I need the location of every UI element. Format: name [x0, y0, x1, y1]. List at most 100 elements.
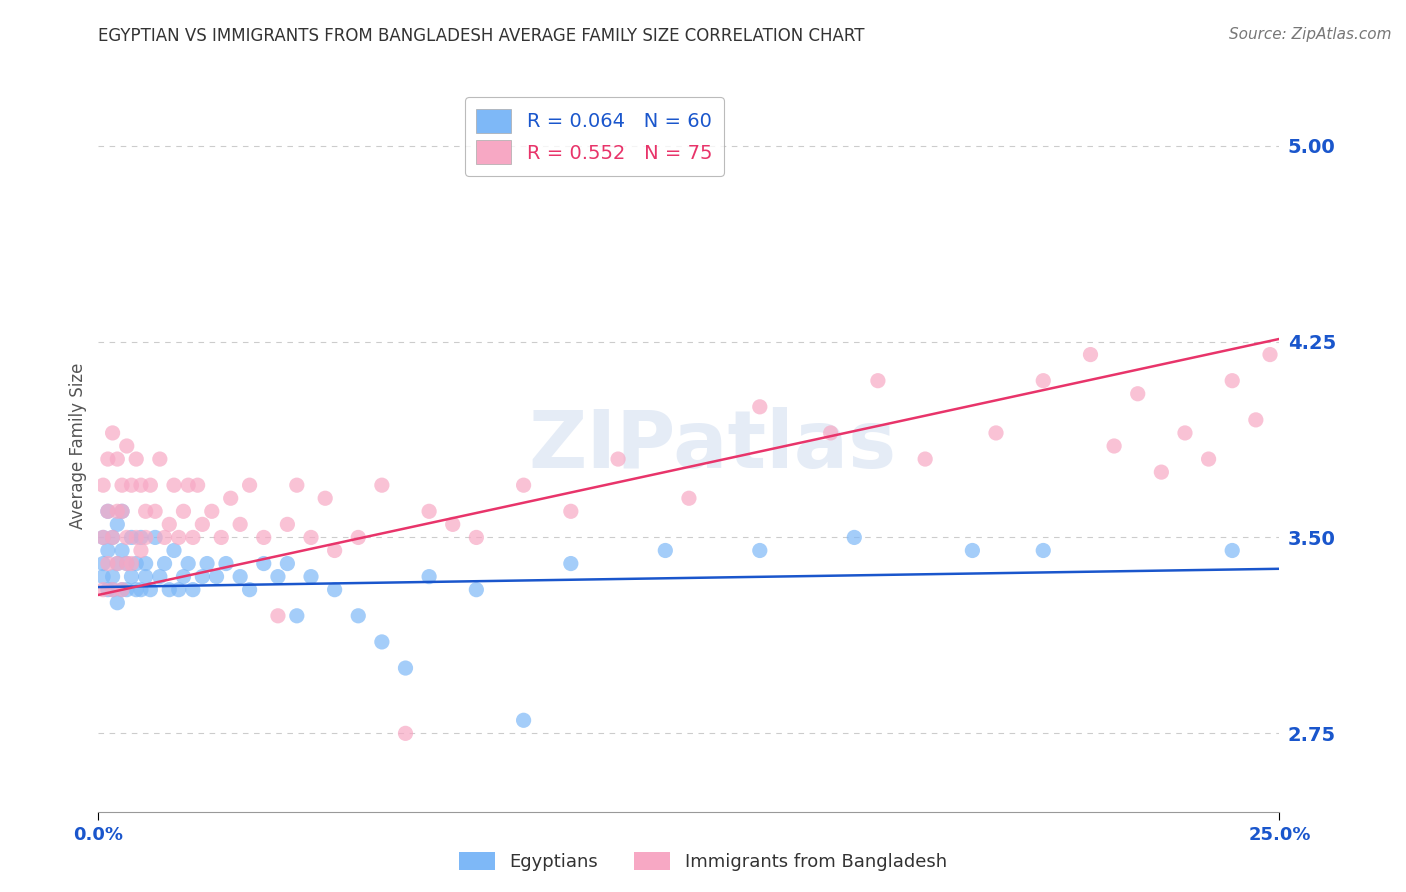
Point [101, 569, 124, 583]
Point [394, 726, 416, 740]
Point [97, 504, 120, 518]
Point [177, 557, 200, 571]
Point [1244, 413, 1267, 427]
Point [91, 557, 114, 571]
Legend: R = 0.064   N = 60, R = 0.552   N = 75: R = 0.064 N = 60, R = 0.552 N = 75 [465, 97, 724, 176]
Point [418, 569, 440, 583]
Point [135, 557, 157, 571]
Point [125, 452, 148, 467]
Point [465, 530, 488, 544]
Point [111, 543, 134, 558]
Point [91, 569, 114, 583]
Point [157, 517, 180, 532]
Point [125, 557, 148, 571]
Point [465, 582, 488, 597]
Point [97, 557, 120, 571]
Point [215, 557, 238, 571]
Point [121, 530, 143, 544]
Point [121, 478, 143, 492]
Point [149, 452, 172, 467]
Text: ZIPatlas: ZIPatlas [529, 407, 897, 485]
Point [143, 530, 166, 544]
Point [91, 582, 114, 597]
Point [101, 582, 124, 597]
Point [167, 530, 190, 544]
Text: Source: ZipAtlas.com: Source: ZipAtlas.com [1229, 27, 1392, 42]
Point [121, 557, 143, 571]
Point [125, 582, 148, 597]
Point [1150, 465, 1173, 479]
Point [105, 452, 128, 467]
Point [129, 582, 152, 597]
Point [121, 569, 143, 583]
Point [512, 478, 534, 492]
Point [962, 543, 984, 558]
Point [105, 557, 128, 571]
Point [285, 608, 308, 623]
Point [172, 569, 194, 583]
Point [97, 452, 120, 467]
Point [181, 530, 204, 544]
Point [195, 557, 218, 571]
Point [253, 557, 276, 571]
Point [984, 425, 1007, 440]
Point [820, 425, 842, 440]
Y-axis label: Average Family Size: Average Family Size [69, 363, 87, 529]
Point [654, 543, 676, 558]
Point [115, 557, 138, 571]
Point [748, 400, 770, 414]
Point [347, 530, 370, 544]
Point [115, 439, 138, 453]
Point [1032, 543, 1054, 558]
Point [371, 635, 394, 649]
Point [394, 661, 416, 675]
Point [111, 478, 134, 492]
Point [125, 530, 148, 544]
Point [347, 608, 370, 623]
Point [91, 530, 114, 544]
Text: EGYPTIAN VS IMMIGRANTS FROM BANGLADESH AVERAGE FAMILY SIZE CORRELATION CHART: EGYPTIAN VS IMMIGRANTS FROM BANGLADESH A… [98, 27, 865, 45]
Point [512, 714, 534, 728]
Point [163, 543, 186, 558]
Point [205, 569, 228, 583]
Point [97, 504, 120, 518]
Point [1220, 543, 1243, 558]
Point [229, 569, 252, 583]
Point [111, 504, 134, 518]
Point [97, 543, 120, 558]
Point [201, 504, 224, 518]
Point [276, 557, 298, 571]
Point [299, 530, 322, 544]
Point [1102, 439, 1125, 453]
Point [157, 582, 180, 597]
Point [1220, 374, 1243, 388]
Point [371, 478, 394, 492]
Point [323, 582, 346, 597]
Point [748, 543, 770, 558]
Point [1174, 425, 1197, 440]
Point [105, 504, 128, 518]
Point [177, 478, 200, 492]
Point [267, 608, 290, 623]
Point [1258, 348, 1281, 362]
Point [1032, 374, 1054, 388]
Point [914, 452, 936, 467]
Point [149, 569, 172, 583]
Point [163, 478, 186, 492]
Point [167, 582, 190, 597]
Point [115, 582, 138, 597]
Point [441, 517, 464, 532]
Point [105, 517, 128, 532]
Point [844, 530, 866, 544]
Point [115, 530, 138, 544]
Point [267, 569, 290, 583]
Point [314, 491, 336, 506]
Point [299, 569, 322, 583]
Point [866, 374, 889, 388]
Point [105, 557, 128, 571]
Point [129, 543, 152, 558]
Point [115, 557, 138, 571]
Point [191, 569, 214, 583]
Point [101, 425, 124, 440]
Point [191, 517, 214, 532]
